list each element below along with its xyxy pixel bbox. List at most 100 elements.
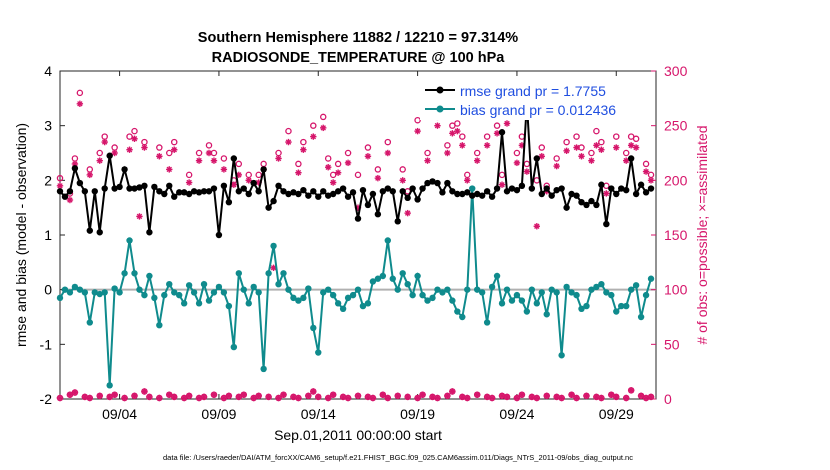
obs-assimilated-point — [533, 223, 540, 230]
bias-point — [424, 297, 431, 304]
bias-point — [414, 272, 421, 280]
obs-possible-point — [588, 149, 595, 157]
obs-assimilated-point — [459, 142, 466, 149]
bias-point — [364, 300, 372, 307]
rmse-point — [449, 188, 456, 195]
obs-assimilated-point — [166, 166, 173, 173]
x-tick-label: 09/24 — [499, 406, 534, 422]
obs-assimilated-point-bottom — [533, 394, 540, 402]
rmse-point — [220, 182, 228, 189]
obs-assimilated-point-bottom — [171, 393, 178, 401]
bias-point — [166, 281, 173, 288]
obs-possible-point — [598, 138, 605, 146]
bias-series — [56, 185, 655, 389]
obs-assimilated-point — [334, 169, 342, 176]
bias-point — [518, 297, 526, 304]
obs-assimilated-point — [66, 196, 74, 204]
obs-assimilated-point — [414, 127, 421, 135]
obs-assimilated-point — [136, 213, 143, 220]
bias-point — [568, 289, 575, 296]
rmse-point — [126, 185, 133, 192]
rmse-point — [364, 201, 372, 209]
obs-assimilated-point-bottom — [464, 394, 471, 402]
obs-assimilated-point — [563, 147, 570, 155]
rmse-point — [464, 189, 471, 196]
bias-point — [439, 289, 446, 296]
rmse-point — [573, 192, 580, 199]
rmse-point — [320, 188, 327, 195]
obs-assimilated-point-bottom — [156, 394, 163, 402]
bias-point — [419, 291, 426, 299]
obs-assimilated-point — [310, 133, 317, 140]
y-axis-label-left: rmse and bias (model - observation) — [13, 123, 29, 347]
bias-point — [583, 302, 590, 310]
obs-assimilated-point-bottom — [200, 393, 208, 401]
obs-assimilated-point-bottom — [280, 391, 287, 398]
rmse-point — [429, 178, 436, 185]
rmse-point — [503, 188, 511, 195]
obs-assimilated-point-bottom — [111, 391, 118, 398]
y-tick-label-left: 1 — [44, 227, 52, 243]
obs-assimilated-point — [627, 142, 635, 149]
rmse-point — [399, 188, 406, 195]
rmse-point — [295, 190, 302, 198]
rmse-point — [359, 186, 367, 194]
obs-assimilated-point — [404, 209, 411, 217]
bias-point — [220, 289, 228, 296]
y-tick-label-right: 100 — [664, 282, 688, 298]
rmse-point — [334, 188, 342, 195]
rmse-point — [444, 179, 451, 187]
rmse-point — [250, 179, 257, 187]
bias-point — [151, 294, 158, 302]
y-tick-label-left: 3 — [44, 118, 52, 134]
rmse-point — [56, 188, 64, 195]
bias-point — [573, 291, 580, 299]
obs-assimilated-point — [444, 149, 451, 157]
x-tick-label: 09/09 — [201, 406, 236, 422]
rmse-point — [245, 190, 252, 198]
obs-assimilated-point-bottom — [265, 393, 272, 401]
bias-point — [210, 289, 218, 296]
obs-possible-point — [131, 127, 138, 135]
bias-point — [240, 286, 247, 293]
obs-possible-point — [295, 160, 302, 168]
obs-assimilated-point — [613, 144, 620, 151]
obs-assimilated-point — [503, 120, 511, 127]
rmse-point — [439, 189, 446, 196]
rmse-point — [558, 185, 565, 192]
rmse-point — [185, 190, 193, 198]
obs-possible-point — [185, 171, 193, 179]
bias-point — [305, 285, 312, 292]
y-tick-label-right: 250 — [664, 118, 688, 134]
rmse-point — [627, 155, 635, 162]
obs-assimilated-point-bottom — [503, 393, 511, 401]
y-tick-label-left: -2 — [40, 391, 53, 407]
obs-assimilated-point-bottom — [106, 393, 113, 401]
bias-point — [195, 300, 203, 307]
obs-assimilated-point-bottom — [637, 392, 645, 400]
obs-assimilated-point — [642, 168, 650, 175]
bias-point — [603, 289, 610, 296]
rmse-point — [474, 190, 481, 198]
bias-point — [613, 308, 620, 315]
rmse-point — [588, 197, 595, 205]
obs-possible-point — [424, 149, 431, 157]
obs-possible-point — [454, 120, 461, 127]
bias-point — [513, 291, 521, 299]
obs-assimilated-point — [56, 182, 64, 189]
bias-point — [230, 343, 238, 351]
obs-assimilated-point-bottom — [56, 394, 64, 402]
rmse-point — [285, 190, 292, 198]
obs-assimilated-point-bottom — [180, 394, 188, 402]
obs-assimilated-point-bottom — [568, 391, 575, 398]
rmse-point — [538, 190, 545, 198]
rmse-point — [379, 188, 387, 195]
bias-point — [369, 278, 377, 285]
x-tick-label: 09/04 — [102, 406, 137, 422]
rmse-point — [151, 183, 158, 191]
obs-assimilated-point-bottom — [329, 391, 337, 398]
rmse-point — [310, 188, 317, 195]
obs-assimilated-point-bottom — [71, 389, 79, 396]
rmse-point — [195, 189, 203, 196]
obs-assimilated-point-bottom — [488, 394, 496, 402]
